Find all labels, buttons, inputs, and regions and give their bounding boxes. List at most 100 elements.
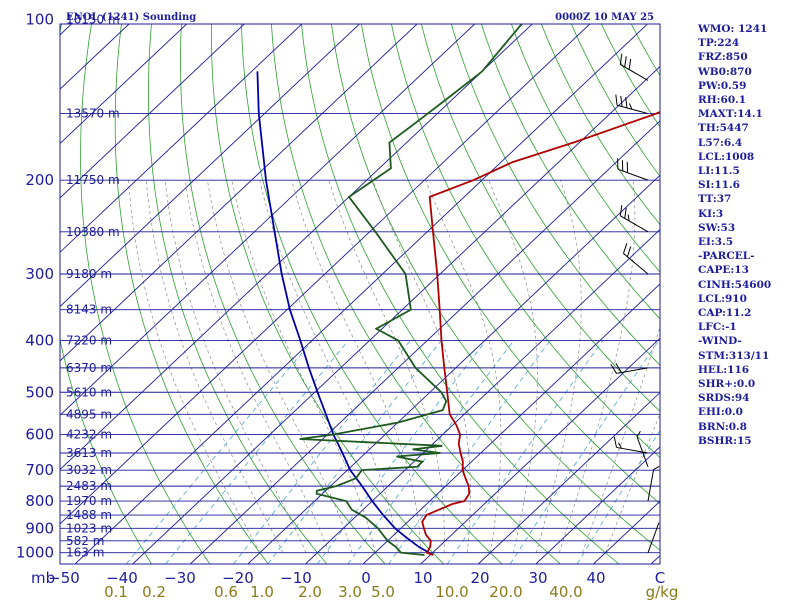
sounding-index: CAPE:13 <box>698 264 749 277</box>
dewpoint-trace <box>299 24 523 556</box>
wind-barb <box>636 431 649 467</box>
moist-adiabat <box>291 180 422 553</box>
sounding-index: -PARCEL- <box>698 250 755 263</box>
wind-barb-flag <box>624 207 627 219</box>
isotherm <box>189 120 660 564</box>
mixing-ratio-line <box>576 429 660 564</box>
mixing-ratio-line <box>388 340 551 564</box>
pressure-tick-label: 200 <box>25 171 54 189</box>
pressure-tick-label: 800 <box>25 492 54 510</box>
wind-barb-flag <box>653 466 660 470</box>
sounding-index: WB0:870 <box>698 65 752 78</box>
sounding-index: BRN:0.8 <box>698 420 747 433</box>
isotherm <box>132 65 660 564</box>
isotherm <box>247 174 660 564</box>
wind-barbs <box>610 53 660 553</box>
mixing-ratio-label: 2.0 <box>298 583 322 600</box>
temperature-tick-label: −10 <box>280 569 312 587</box>
sounding-traces <box>256 24 660 556</box>
wind-barb-staff <box>620 64 649 81</box>
background-grid <box>60 20 800 564</box>
mixing-ratio-line <box>446 340 604 564</box>
wind-barb-flag <box>613 436 617 448</box>
moist-adiabat <box>425 180 502 553</box>
dry-adiabat <box>450 24 660 366</box>
height-label: 163 m <box>66 546 104 560</box>
wind-barb <box>619 205 649 233</box>
isotherm <box>60 24 245 199</box>
wind-barb-flag <box>628 103 633 110</box>
isotherm <box>477 391 660 564</box>
wind-barb-staff <box>616 367 649 374</box>
isotherm <box>74 24 649 564</box>
sounding-index: L57:6.4 <box>698 136 743 149</box>
plot-frame <box>59 23 661 565</box>
sounding-index: FRZ:850 <box>698 51 748 64</box>
temperature-tick-label: 30 <box>528 569 547 587</box>
wind-barb <box>623 243 649 275</box>
height-label: 1023 m <box>66 521 112 535</box>
wind-barb-flag <box>628 58 632 70</box>
wind-barb-flag <box>636 431 641 438</box>
mixing-ratio-label: 40.0 <box>549 583 582 600</box>
temperature-tick-label: −50 <box>48 569 80 587</box>
mixing-ratio-label: 0.1 <box>104 583 128 600</box>
isotherm <box>60 24 361 308</box>
mixing-ratio-line <box>165 340 349 564</box>
mixing-ratio-label: 3.0 <box>338 583 362 600</box>
dry-adiabat <box>331 24 660 551</box>
sounding-index: LFC:-1 <box>698 321 737 334</box>
sounding-index: MAXT:14.1 <box>698 108 763 121</box>
sounding-indices-panel: WMO: 1241 TP:224 FRZ:850 WB0:870 PW:0.59 RH:6… <box>698 22 771 448</box>
sounding-index: TP:224 <box>698 37 740 50</box>
sounding-index: WMO: 1241 <box>698 23 768 35</box>
sounding-index: BSHR:15 <box>698 434 752 447</box>
isotherm <box>60 24 303 253</box>
dry-adiabat <box>271 24 561 564</box>
sounding-index: RH:60.1 <box>698 94 747 107</box>
wind-barb <box>617 158 649 181</box>
sounding-index: CAP:11.2 <box>698 307 752 320</box>
mixing-ratio-line <box>509 340 660 564</box>
mixing-ratio-line <box>347 340 514 564</box>
c-unit-label: C <box>655 569 665 587</box>
height-label: 11750 m <box>66 173 120 187</box>
moist-adiabat <box>535 180 582 553</box>
moist-adiabat <box>582 326 660 553</box>
wind-barb-flag <box>619 205 623 216</box>
dry-adiabat <box>180 24 386 564</box>
wind-barb-staff <box>647 469 655 502</box>
wind-barb-flag <box>618 442 622 449</box>
pressure-tick-label: 600 <box>25 425 54 443</box>
wind-barb-flag <box>626 246 632 257</box>
isotherm <box>60 24 418 362</box>
height-label: 13570 m <box>66 107 120 121</box>
temperature-tick-label: 20 <box>470 569 489 587</box>
moist-adiabat <box>372 180 471 553</box>
sounding-index: SW:53 <box>698 221 736 234</box>
height-label: 4895 m <box>66 407 112 421</box>
dry-adiabat <box>778 20 800 564</box>
height-label: 5610 m <box>66 385 112 399</box>
pressure-tick-label: 1000 <box>16 544 54 562</box>
pressure-tick-label: 900 <box>25 519 54 537</box>
temperature-trace <box>421 111 660 556</box>
wind-barb <box>613 436 649 454</box>
wind-barb <box>647 466 660 502</box>
wind-barb-flag <box>627 214 630 222</box>
moist-adiabat <box>328 180 445 553</box>
mixing-ratio-label: 0.2 <box>142 583 166 600</box>
moist-adiabat <box>128 180 261 553</box>
temperature-tick-label: 40 <box>586 569 605 587</box>
moist-adiabat <box>207 180 353 553</box>
wind-barb-flag <box>615 363 622 373</box>
mixing-ratio-line <box>125 340 313 564</box>
wind-barb-flag <box>615 94 618 106</box>
height-label: 9180 m <box>66 267 112 281</box>
moist-adiabat <box>559 180 636 553</box>
wind-barb-flag <box>625 97 628 108</box>
sounding-index: LI:11.5 <box>698 165 740 178</box>
pressure-tick-label: 400 <box>25 332 54 350</box>
pressure-unit-label: mb <box>31 569 55 587</box>
